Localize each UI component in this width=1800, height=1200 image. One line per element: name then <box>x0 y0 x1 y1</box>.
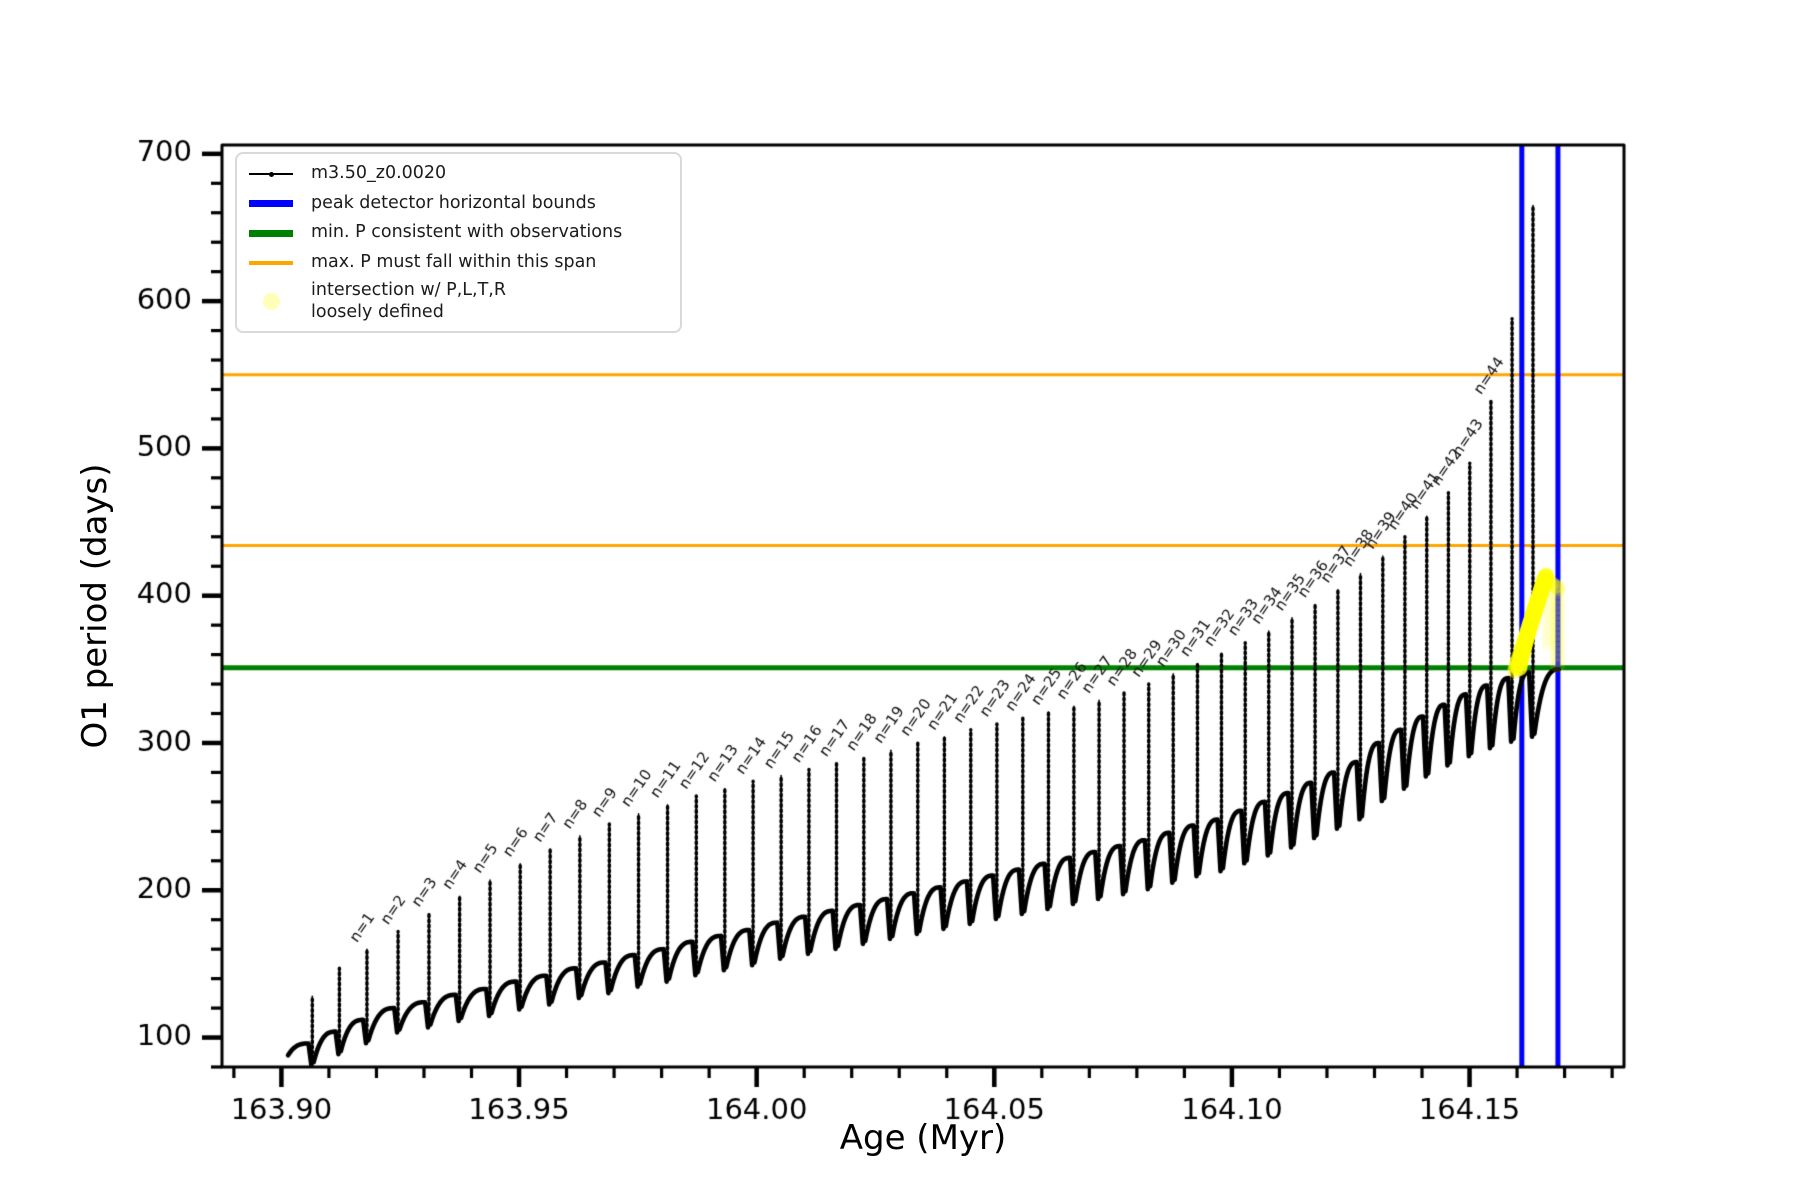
blue-line-swatch <box>247 200 295 208</box>
legend-label: max. P must fall within this span <box>311 252 597 273</box>
legend-item-peak-bounds: peak detector horizontal bounds <box>247 192 668 216</box>
x-axis-title: Age (Myr) <box>839 1118 1007 1158</box>
y-axis-title: O1 period (days) <box>75 463 115 749</box>
legend-item-max-p: max. P must fall within this span <box>247 251 668 275</box>
legend: m3.50_z0.0020 peak detector horizontal b… <box>235 152 682 333</box>
orange-line-swatch <box>247 260 295 265</box>
legend-item-intersection: intersection w/ P,L,T,R loosely defined <box>247 280 668 323</box>
legend-label: m3.50_z0.0020 <box>311 163 447 184</box>
series-line-swatch <box>247 172 295 177</box>
legend-item-series: m3.50_z0.0020 <box>247 162 668 186</box>
legend-label: intersection w/ P,L,T,R loosely defined <box>311 280 506 322</box>
legend-label: peak detector horizontal bounds <box>311 192 596 213</box>
yellow-circle-swatch <box>247 293 295 311</box>
legend-item-min-p: min. P consistent with observations <box>247 221 668 245</box>
legend-label: min. P consistent with observations <box>311 222 623 243</box>
green-line-swatch <box>247 229 295 237</box>
